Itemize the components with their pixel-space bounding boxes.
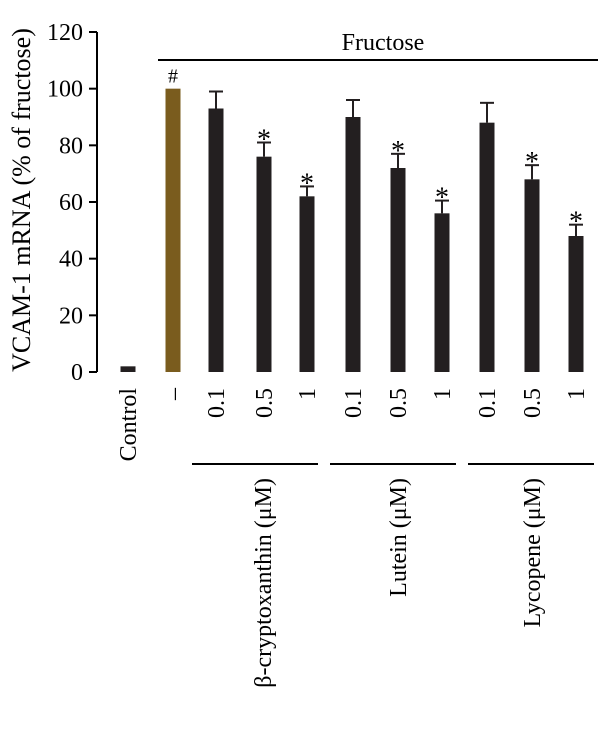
bars-layer [120, 88, 584, 373]
bar [390, 168, 406, 372]
bar [256, 156, 272, 372]
bar [120, 366, 136, 372]
bar [524, 179, 540, 372]
bar [568, 236, 584, 372]
y-tick-label: 40 [59, 247, 83, 273]
group-label: Lycopene (μM) [520, 478, 546, 627]
y-tick-label: 20 [59, 303, 83, 329]
y-tick-label: 120 [47, 20, 83, 46]
y-axis-label: VCAM-1 mRNA (% of fructose) [7, 28, 36, 372]
x-tick-label: 0.1 [204, 388, 230, 418]
labels-layer: Control # – 0.1 * 0.5 * 1 0.1 * 0.5 * 1 0.1 * 0.5 * 1 β-cr… [116, 66, 590, 688]
x-tick-label: 1 [564, 388, 590, 400]
x-tick-label: – [161, 387, 187, 401]
y-tick-label: 100 [47, 77, 83, 103]
axes-layer: 0 20 40 60 80 100 120 [47, 20, 598, 465]
x-tick-label: 0.5 [252, 388, 278, 418]
x-tick-label: 0.1 [341, 388, 367, 418]
group-label: β-cryptoxanthin (μM) [251, 478, 277, 688]
y-tick-label: 60 [59, 190, 83, 216]
fructose-bracket-label: Fructose [342, 30, 425, 56]
bar [208, 108, 224, 372]
bar [165, 88, 181, 373]
x-tick-label: 0.5 [386, 388, 412, 418]
hash-marker: # [168, 66, 178, 88]
x-tick-label: 1 [295, 388, 321, 400]
bar [299, 196, 315, 372]
y-tick-label: 0 [71, 360, 83, 386]
x-tick-label: 1 [430, 388, 456, 400]
x-tick-label: Control [116, 388, 142, 462]
y-tick-label: 80 [59, 133, 83, 159]
group-label: Lutein (μM) [386, 478, 412, 597]
bar [434, 213, 450, 372]
significance-marker: * [391, 136, 405, 167]
bar [479, 122, 495, 373]
significance-marker: * [569, 207, 583, 238]
significance-marker: * [300, 168, 314, 199]
bar [345, 117, 361, 372]
significance-marker: * [257, 125, 271, 156]
significance-marker: * [525, 147, 539, 178]
x-tick-label: 0.5 [520, 388, 546, 418]
x-tick-label: 0.1 [475, 388, 501, 418]
significance-marker: * [435, 183, 449, 214]
